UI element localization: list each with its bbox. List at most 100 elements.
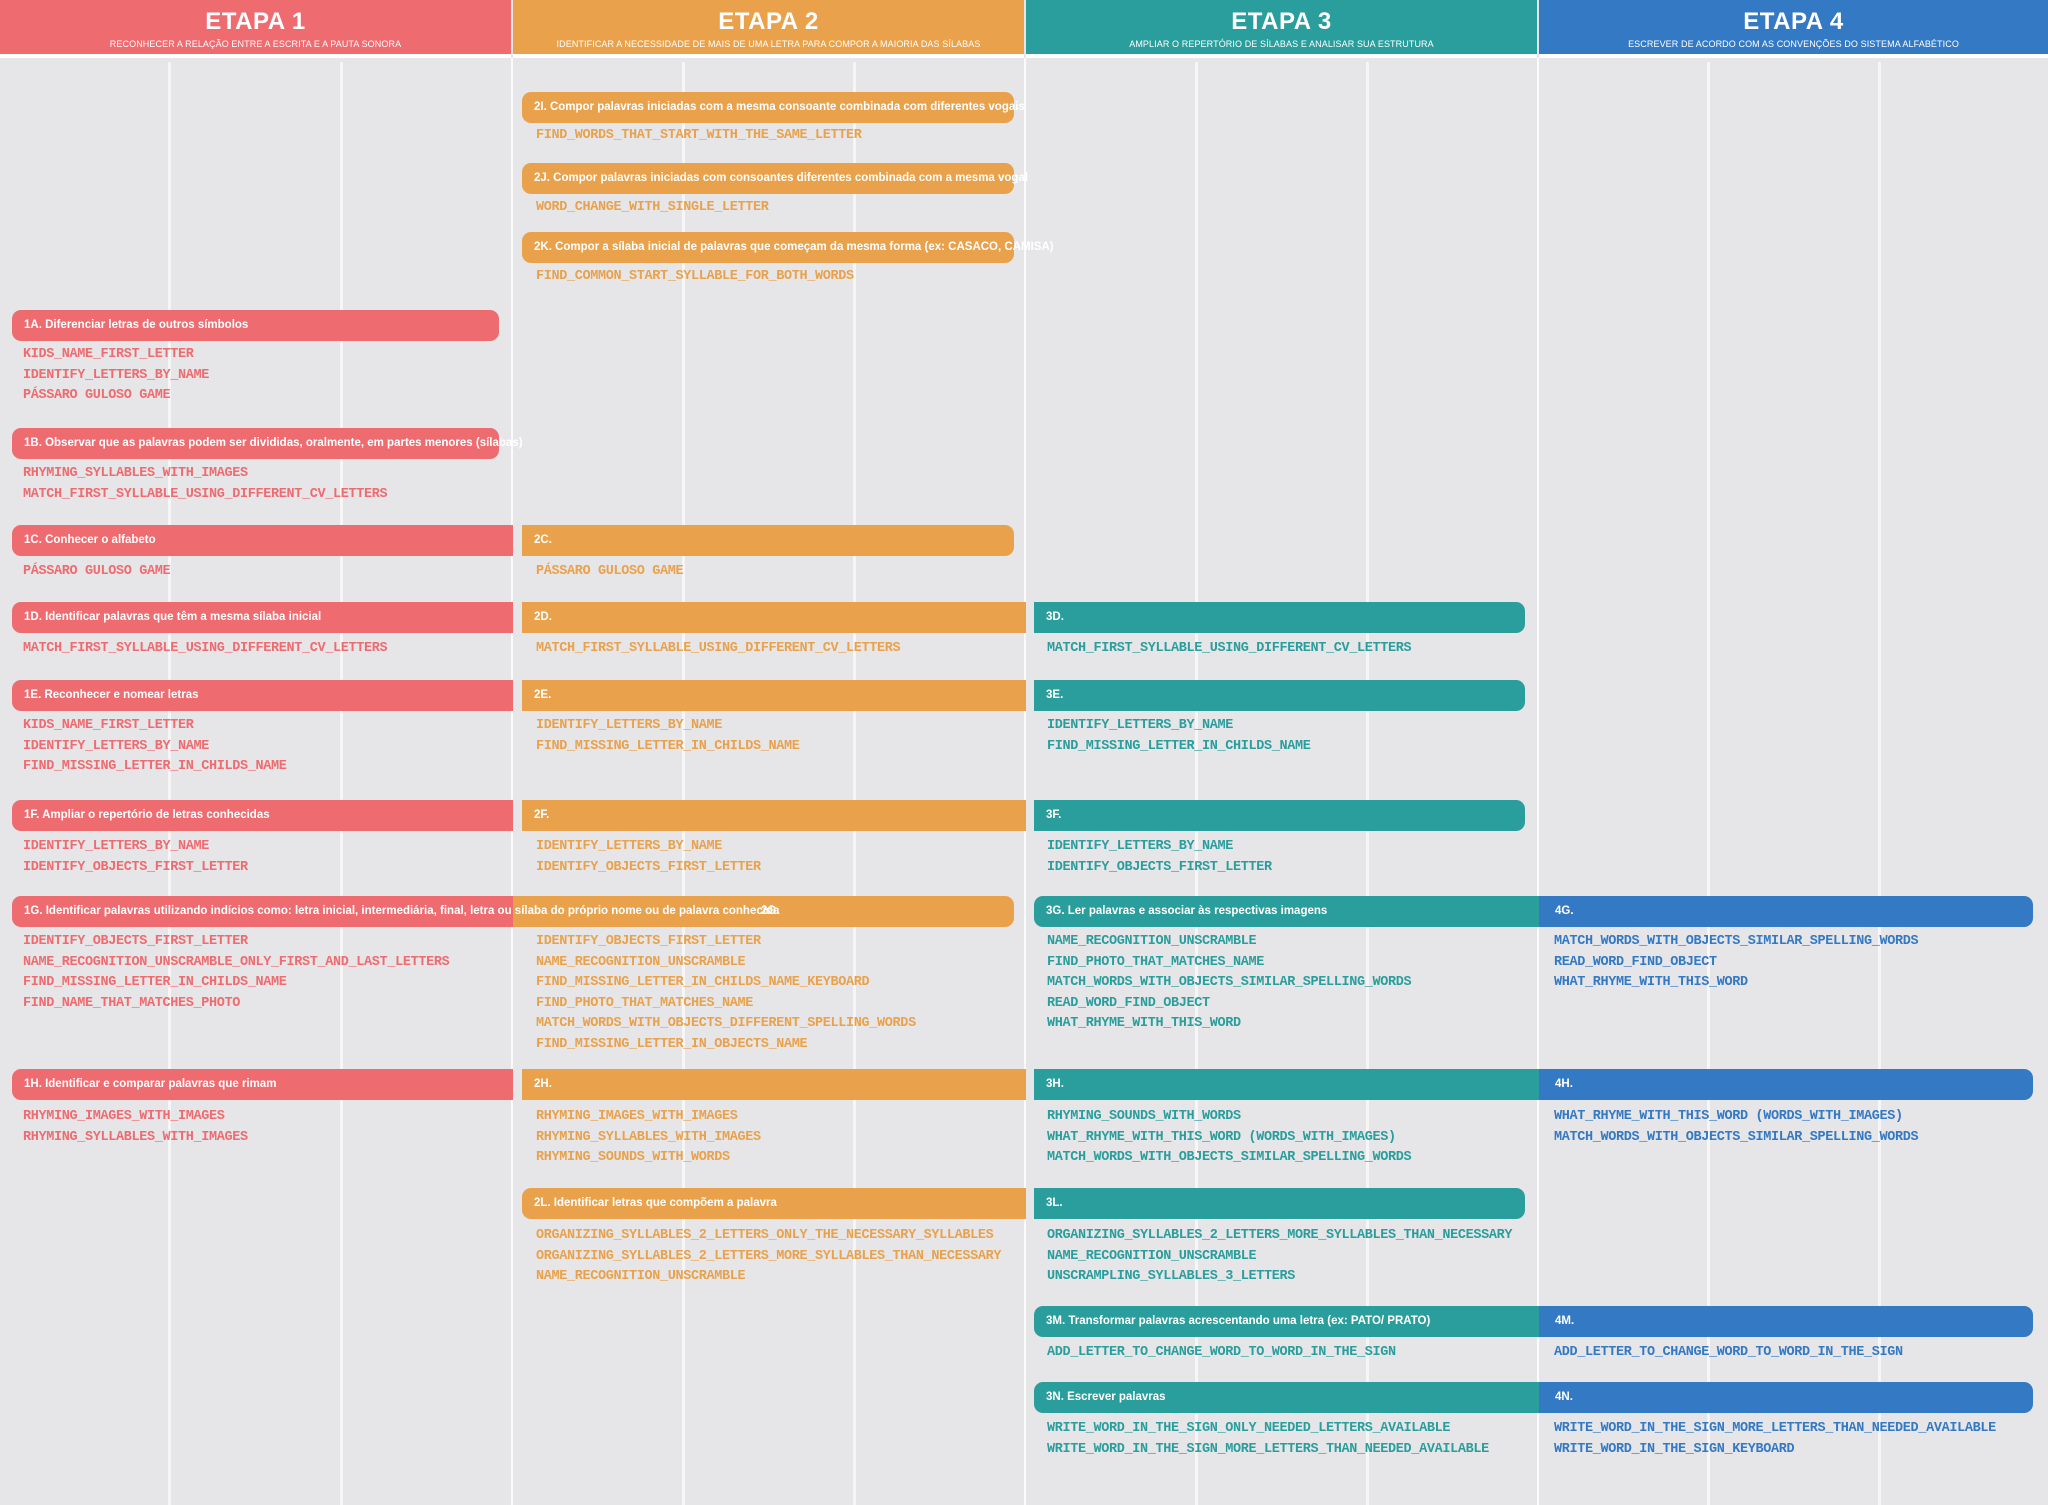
- objective-2L-bar: 2L. Identificar letras que compõem a pal…: [522, 1188, 1026, 1219]
- activity-item: READ_WORD_FIND_OBJECT: [1047, 995, 1210, 1011]
- objective-2G-activities: IDENTIFY_OBJECTS_FIRST_LETTER NAME_RECOG…: [536, 932, 916, 1056]
- grid-line: [340, 62, 343, 1505]
- objective-1B-activities: RHYMING_SYLLABLES_WITH_IMAGES MATCH_FIRS…: [23, 464, 388, 505]
- etapa-2-header: ETAPA 2 IDENTIFICAR A NECESSIDADE DE MAI…: [513, 0, 1024, 58]
- activity-item: PÁSSARO GULOSO GAME: [536, 564, 684, 579]
- activity-item: RHYMING_SYLLABLES_WITH_IMAGES: [23, 466, 248, 481]
- activity-item: FIND_MISSING_LETTER_IN_CHILDS_NAME_KEYBO…: [536, 975, 870, 991]
- etapa-2-title: ETAPA 2: [718, 8, 819, 35]
- objective-3D-bar: 3D.: [1034, 602, 1525, 633]
- etapa-2-subtitle: IDENTIFICAR A NECESSIDADE DE MAIS DE UMA…: [556, 39, 981, 49]
- activity-item: FIND_PHOTO_THAT_MATCHES_NAME: [536, 995, 754, 1011]
- activity-item: KIDS_NAME_FIRST_LETTER: [23, 718, 194, 733]
- objective-1C-bar: 1C. Conhecer o alfabeto: [12, 525, 513, 556]
- grid-line: [1366, 62, 1369, 1505]
- objective-2I-activities: FIND_WORDS_THAT_START_WITH_THE_SAME_LETT…: [536, 126, 862, 147]
- objective-3H-bar: 3H.: [1034, 1069, 1539, 1100]
- activity-item: NAME_RECOGNITION_UNSCRAMBLE: [1047, 1248, 1257, 1264]
- objective-2L-activities: ORGANIZING_SYLLABLES_2_LETTERS_ONLY_THE_…: [536, 1226, 1001, 1288]
- activity-item: IDENTIFY_OBJECTS_FIRST_LETTER: [536, 859, 761, 875]
- objective-2F-activities: IDENTIFY_LETTERS_BY_NAME IDENTIFY_OBJECT…: [536, 837, 761, 878]
- objective-2E-bar: 2E.: [522, 680, 1026, 711]
- grid-line: [682, 62, 685, 1505]
- activity-item: MATCH_WORDS_WITH_OBJECTS_SIMILAR_SPELLIN…: [1047, 975, 1412, 991]
- activity-item: FIND_MISSING_LETTER_IN_CHILDS_NAME: [23, 975, 287, 991]
- objective-1E-activities: KIDS_NAME_FIRST_LETTER IDENTIFY_LETTERS_…: [23, 716, 287, 778]
- activity-item: WHAT_RHYME_WITH_THIS_WORD: [1554, 975, 1748, 991]
- objective-1A-activities: KIDS_NAME_FIRST_LETTER IDENTIFY_LETTERS_…: [23, 345, 209, 407]
- objective-4M-activities: ADD_LETTER_TO_CHANGE_WORD_TO_WORD_IN_THE…: [1554, 1343, 1903, 1364]
- objective-1G-activities: IDENTIFY_OBJECTS_FIRST_LETTER NAME_RECOG…: [23, 932, 450, 1014]
- objective-3D-activities: MATCH_FIRST_SYLLABLE_USING_DIFFERENT_CV_…: [1047, 639, 1412, 660]
- etapa-3-header: ETAPA 3 AMPLIAR O REPERTÓRIO DE SÍLABAS …: [1026, 0, 1537, 58]
- activity-item: ORGANIZING_SYLLABLES_2_LETTERS_MORE_SYLL…: [1047, 1228, 1513, 1243]
- activity-item: RHYMING_IMAGES_WITH_IMAGES: [23, 1109, 225, 1124]
- objective-1F-bar: 1F. Ampliar o repertório de letras conhe…: [12, 800, 513, 831]
- objective-3H-activities: RHYMING_SOUNDS_WITH_WORDS WHAT_RHYME_WIT…: [1047, 1107, 1412, 1169]
- activity-item: WRITE_WORD_IN_THE_SIGN_MORE_LETTERS_THAN…: [1554, 1421, 1996, 1436]
- column-separator: [511, 58, 513, 1505]
- objective-2D-activities: MATCH_FIRST_SYLLABLE_USING_DIFFERENT_CV_…: [536, 639, 901, 660]
- activity-item: WRITE_WORD_IN_THE_SIGN_MORE_LETTERS_THAN…: [1047, 1441, 1489, 1457]
- objective-2J-activities: WORD_CHANGE_WITH_SINGLE_LETTER: [536, 198, 769, 219]
- objective-4N-activities: WRITE_WORD_IN_THE_SIGN_MORE_LETTERS_THAN…: [1554, 1419, 1996, 1460]
- objective-2K-bar: 2K. Compor a sílaba inicial de palavras …: [522, 232, 1054, 263]
- activity-item: WRITE_WORD_IN_THE_SIGN_ONLY_NEEDED_LETTE…: [1047, 1421, 1451, 1436]
- objective-3N-bar: 3N. Escrever palavras: [1034, 1382, 1539, 1413]
- grid-line: [168, 62, 171, 1505]
- activity-item: PÁSSARO GULOSO GAME: [23, 388, 171, 404]
- objective-3M-bar: 3M. Transformar palavras acrescentando u…: [1034, 1306, 1539, 1337]
- objective-2D-bar: 2D.: [522, 602, 1026, 633]
- activity-item: IDENTIFY_LETTERS_BY_NAME: [1047, 718, 1234, 733]
- etapa-1-subtitle: RECONHECER A RELAÇÃO ENTRE A ESCRITA E A…: [109, 39, 402, 49]
- objective-1H-activities: RHYMING_IMAGES_WITH_IMAGES RHYMING_SYLLA…: [23, 1107, 248, 1148]
- activity-item: IDENTIFY_LETTERS_BY_NAME: [1047, 839, 1234, 854]
- objective-3L-activities: ORGANIZING_SYLLABLES_2_LETTERS_MORE_SYLL…: [1047, 1226, 1512, 1288]
- activity-item: WHAT_RHYME_WITH_THIS_WORD (WORDS_WITH_IM…: [1554, 1109, 1903, 1124]
- activity-item: MATCH_FIRST_SYLLABLE_USING_DIFFERENT_CV_…: [536, 641, 901, 656]
- activity-item: ADD_LETTER_TO_CHANGE_WORD_TO_WORD_IN_THE…: [1554, 1345, 1903, 1360]
- activity-item: IDENTIFY_LETTERS_BY_NAME: [23, 367, 210, 383]
- objective-1A-bar: 1A. Diferenciar letras de outros símbolo…: [12, 310, 499, 341]
- activity-item: MATCH_FIRST_SYLLABLE_USING_DIFFERENT_CV_…: [23, 641, 388, 656]
- objective-3F-activities: IDENTIFY_LETTERS_BY_NAME IDENTIFY_OBJECT…: [1047, 837, 1272, 878]
- activity-item: FIND_COMMON_START_SYLLABLE_FOR_BOTH_WORD…: [536, 269, 854, 284]
- etapa-1-header: ETAPA 1 RECONHECER A RELAÇÃO ENTRE A ESC…: [0, 0, 511, 58]
- activity-item: IDENTIFY_OBJECTS_FIRST_LETTER: [1047, 859, 1272, 875]
- objective-3F-bar: 3F.: [1034, 800, 1525, 831]
- activity-item: MATCH_WORDS_WITH_OBJECTS_SIMILAR_SPELLIN…: [1554, 934, 1919, 949]
- activity-item: WHAT_RHYME_WITH_THIS_WORD (WORDS_WITH_IM…: [1047, 1129, 1396, 1145]
- objective-4G-bar: 4G.: [1539, 896, 2033, 927]
- objective-3E-bar: 3E.: [1034, 680, 1525, 711]
- activity-item: IDENTIFY_OBJECTS_FIRST_LETTER: [23, 859, 248, 875]
- activity-item: IDENTIFY_LETTERS_BY_NAME: [23, 839, 210, 854]
- objective-2K-activities: FIND_COMMON_START_SYLLABLE_FOR_BOTH_WORD…: [536, 267, 854, 288]
- column-separator: [1024, 58, 1026, 1505]
- objective-2G-bar: 2G.: [513, 896, 1014, 927]
- objective-1C-activities: PÁSSARO GULOSO GAME: [23, 562, 171, 583]
- etapa-3-title: ETAPA 3: [1231, 8, 1332, 35]
- activity-item: FIND_MISSING_LETTER_IN_CHILDS_NAME: [536, 738, 800, 754]
- activity-item: NAME_RECOGNITION_UNSCRAMBLE_ONLY_FIRST_A…: [23, 954, 450, 970]
- objective-1F-activities: IDENTIFY_LETTERS_BY_NAME IDENTIFY_OBJECT…: [23, 837, 248, 878]
- grid-line: [1707, 62, 1710, 1505]
- etapa-1-title: ETAPA 1: [205, 8, 306, 35]
- objective-2I-bar: 2I. Compor palavras iniciadas com a mesm…: [522, 92, 1025, 123]
- activity-item: FIND_MISSING_LETTER_IN_CHILDS_NAME: [23, 759, 287, 775]
- objective-1E-bar: 1E. Reconhecer e nomear letras: [12, 680, 513, 711]
- objective-2F-bar: 2F.: [522, 800, 1026, 831]
- activity-item: ADD_LETTER_TO_CHANGE_WORD_TO_WORD_IN_THE…: [1047, 1345, 1396, 1360]
- activity-item: WHAT_RHYME_WITH_THIS_WORD: [1047, 1016, 1241, 1032]
- objective-3M-activities: ADD_LETTER_TO_CHANGE_WORD_TO_WORD_IN_THE…: [1047, 1343, 1396, 1364]
- objective-4G-activities: MATCH_WORDS_WITH_OBJECTS_SIMILAR_SPELLIN…: [1554, 932, 1919, 994]
- activity-item: ORGANIZING_SYLLABLES_2_LETTERS_ONLY_THE_…: [536, 1228, 994, 1243]
- activity-item: NAME_RECOGNITION_UNSCRAMBLE: [536, 1269, 746, 1285]
- objective-2H-bar: 2H.: [522, 1069, 1026, 1100]
- objective-1G-bar: 1G. Identificar palavras utilizando indí…: [12, 896, 779, 927]
- etapa-4-subtitle: ESCREVER DE ACORDO COM AS CONVENÇÕES DO …: [1628, 39, 1959, 49]
- objective-2C-bar: 2C.: [522, 525, 1014, 556]
- grid-line: [1878, 62, 1881, 1505]
- activity-item: WRITE_WORD_IN_THE_SIGN_KEYBOARD: [1554, 1441, 1795, 1457]
- activity-item: FIND_PHOTO_THAT_MATCHES_NAME: [1047, 954, 1265, 970]
- activity-item: RHYMING_SYLLABLES_WITH_IMAGES: [536, 1129, 761, 1145]
